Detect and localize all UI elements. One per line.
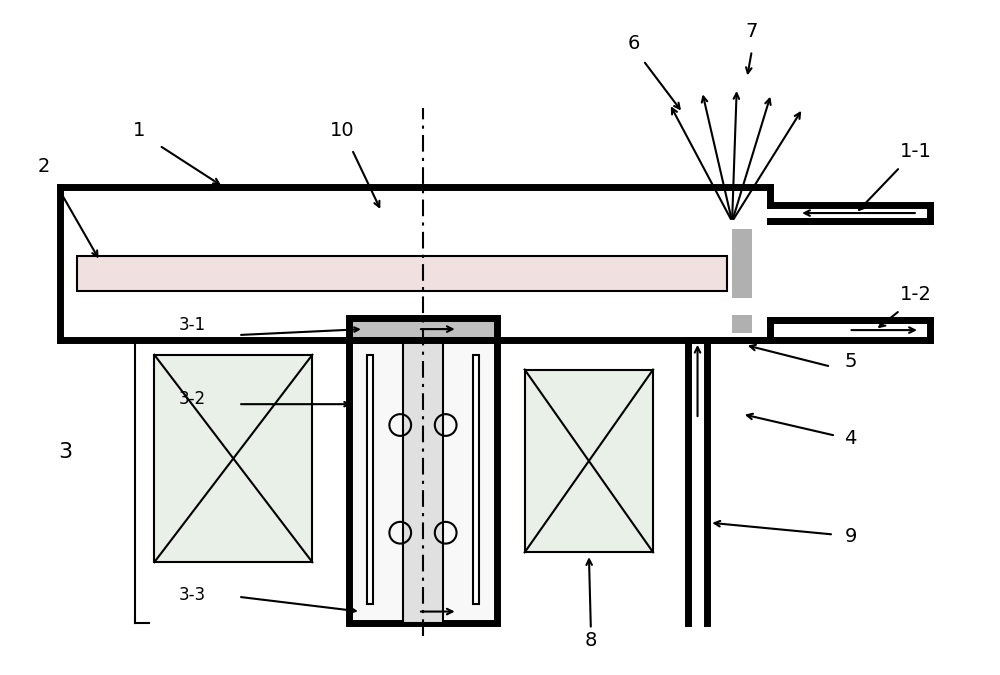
Text: 1-2: 1-2 (900, 286, 932, 304)
Bar (77, 256, 727, 290)
Bar (525, 370, 653, 552)
Text: 5: 5 (844, 352, 857, 371)
Text: 6: 6 (627, 34, 640, 53)
Bar (349, 318, 497, 340)
Bar (403, 340, 443, 624)
Text: 3-1: 3-1 (179, 316, 206, 334)
Text: 9: 9 (844, 527, 857, 547)
Text: 3: 3 (58, 443, 72, 462)
Text: 3-3: 3-3 (179, 586, 206, 603)
Text: 1: 1 (133, 121, 146, 140)
Bar (349, 340, 497, 624)
Bar (732, 315, 752, 333)
Bar (473, 355, 479, 603)
Text: 2: 2 (38, 157, 50, 176)
Text: 4: 4 (844, 429, 857, 448)
Bar (732, 230, 752, 298)
Text: 8: 8 (585, 631, 597, 650)
Text: 7: 7 (746, 22, 758, 40)
Text: 1-1: 1-1 (900, 142, 932, 161)
Bar (367, 355, 373, 603)
Text: 10: 10 (330, 121, 354, 140)
Bar (154, 355, 312, 562)
Text: 3-2: 3-2 (179, 390, 206, 408)
